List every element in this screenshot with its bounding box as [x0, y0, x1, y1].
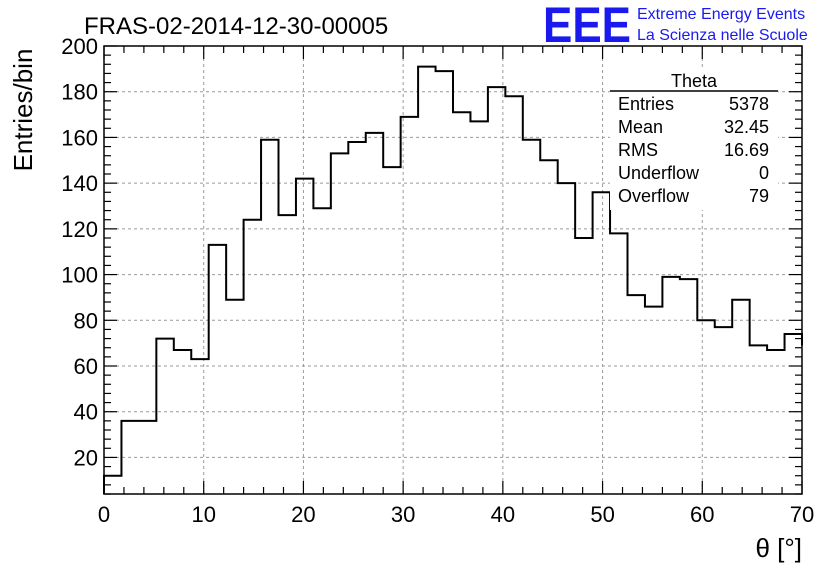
x-tick-label: 0: [98, 502, 110, 527]
stats-rows: Entries 5378 Mean 32.45 RMS 16.69 Underflow 0 Ov…: [618, 94, 769, 206]
stats-label: Overflow: [618, 186, 690, 206]
y-tick-label: 120: [61, 217, 98, 242]
stats-label: Entries: [618, 94, 674, 114]
histogram-outline: [103, 65, 803, 494]
y-tick-label: 100: [61, 263, 98, 288]
stats-value: 5378: [729, 94, 769, 114]
logo-line-1: Extreme Energy Events: [637, 6, 805, 23]
tick-labels: 0 10 20 30 40 50 60 70 20 40 60 80 100 120 140 160 180 20…: [61, 34, 814, 527]
stats-box-background: [610, 70, 778, 210]
x-tick-label: 50: [590, 502, 614, 527]
y-axis-label: Entries/bin: [8, 49, 38, 172]
x-axis-label: θ [°]: [755, 533, 802, 563]
stats-label: Underflow: [618, 163, 700, 183]
x-tick-label: 40: [491, 502, 515, 527]
y-tick-label: 60: [74, 354, 98, 379]
stats-label: RMS: [618, 140, 658, 160]
x-tick-label: 10: [191, 502, 215, 527]
stats-value: 16.69: [724, 140, 769, 160]
axis-ticks: [103, 45, 803, 495]
y-tick-label: 80: [74, 308, 98, 333]
y-tick-label: 200: [61, 34, 98, 59]
logo-letters: EEE: [543, 0, 631, 53]
y-tick-label: 180: [61, 80, 98, 105]
stats-value: 32.45: [724, 117, 769, 137]
x-tick-label: 20: [291, 502, 315, 527]
x-tick-label: 30: [391, 502, 415, 527]
y-tick-label: 140: [61, 171, 98, 196]
stats-label: Mean: [618, 117, 663, 137]
plot-frame: [103, 45, 803, 495]
logo-line-2: La Scienza nelle Scuole: [637, 27, 808, 44]
y-tick-label: 20: [74, 445, 98, 470]
stats-value: 0: [759, 163, 769, 183]
y-tick-label: 160: [61, 125, 98, 150]
stats-box-title: Theta: [671, 71, 718, 91]
x-tick-label: 60: [690, 502, 714, 527]
y-tick-label: 40: [74, 400, 98, 425]
stats-value: 79: [749, 186, 769, 206]
chart-title: FRAS-02-2014-12-30-00005: [84, 13, 388, 40]
eee-logo: EEE Extreme Energy Events La Scienza nel…: [543, 0, 808, 53]
stats-box: Theta Entries 5378 Mean 32.45 RMS 16.69 Underf…: [610, 70, 778, 210]
x-tick-label: 70: [790, 502, 814, 527]
